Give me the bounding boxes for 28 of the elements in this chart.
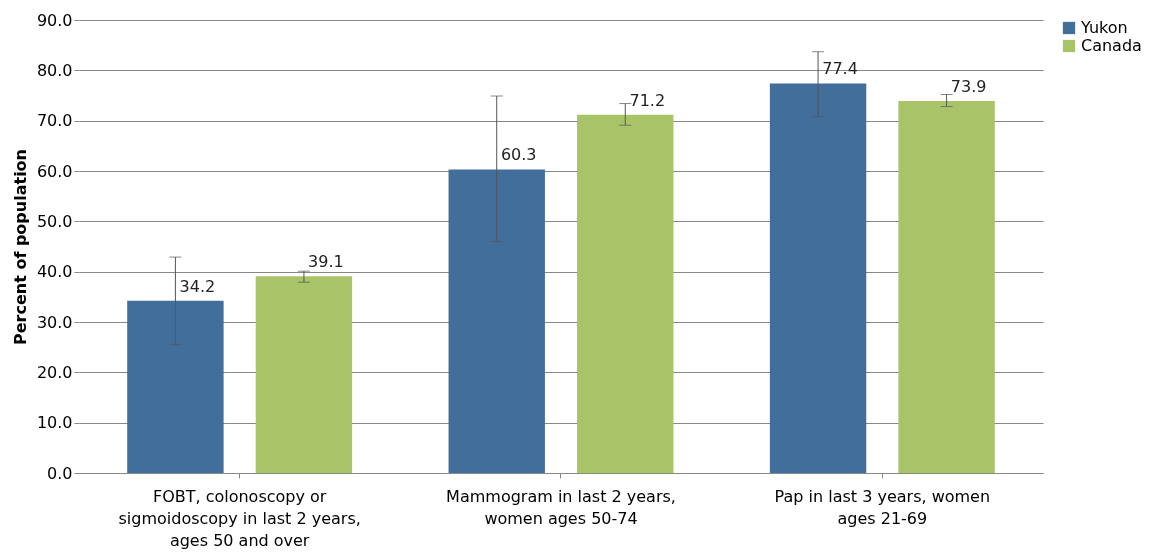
data-label: 71.2 [629,90,666,110]
legend-label: Yukon [1080,18,1128,37]
legend-label: Canada [1081,36,1142,55]
data-label: 34.2 [179,276,216,296]
y-tick-label: 70.0 [36,111,73,131]
data-label: 39.1 [308,252,344,272]
bar [255,276,353,473]
x-tick-label: FOBT, colonoscopy or sigmoidoscopy in last 2 years, ages 50 and over [118,486,361,550]
y-tick-label: 0.0 [47,463,73,483]
bar [127,300,224,473]
data-label: 73.9 [950,77,987,97]
bar [577,114,674,473]
data-label: 77.4 [822,59,858,79]
x-tick-label: Pap in last 3 years, women ages 21-69 [774,486,991,528]
y-tick-label: 20.0 [36,362,73,382]
y-tick-label: 30.0 [36,312,73,332]
y-tick-label: 50.0 [36,211,73,231]
y-axis-title: Percent of population [10,148,30,346]
y-tick-label: 90.0 [36,10,73,30]
y-tick-label: 80.0 [36,60,73,80]
y-tick-label: 40.0 [36,262,73,282]
data-label: 60.3 [500,145,537,165]
bar [448,169,545,473]
y-tick-label: 10.0 [36,413,73,433]
y-tick-label: 60.0 [36,161,73,181]
bar [898,101,995,473]
bar [769,83,867,473]
x-tick-label: Mammogram in last 2 years, women ages 50-74 [446,486,676,528]
